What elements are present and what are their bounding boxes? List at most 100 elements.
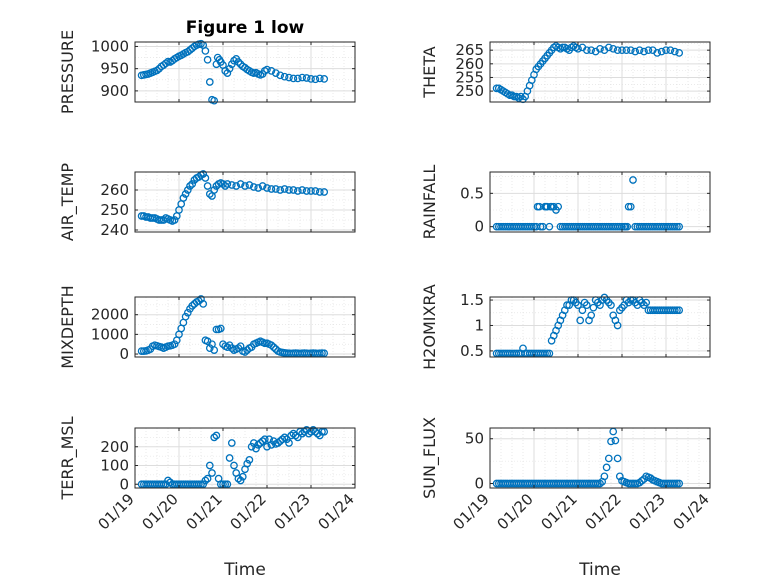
data-point [199,170,208,178]
data-point [276,437,285,445]
y-tick-label: 1000 [91,37,129,55]
y-tick-label: 240 [100,221,129,239]
data-point [574,301,582,309]
data-point [613,454,622,463]
y-tick-label: 0 [474,218,484,236]
x-axis-label: Time [578,560,621,580]
data-point [201,174,210,182]
data-point [263,184,271,192]
data-point [208,469,216,477]
data-point [618,46,626,55]
data-point [221,480,230,489]
data-point [201,47,210,55]
subplot-pressure: 900 950 1000 PRESSURE Figure 1 low [58,18,356,114]
data-point [607,301,615,309]
data-point [227,439,236,447]
data-point [219,180,227,188]
axes-box [489,171,711,233]
data-point [670,47,679,56]
data-point [302,187,311,195]
data-point [609,44,618,53]
data-point [223,480,232,489]
y-axis-label: TERR_MSL [58,416,78,500]
data-point [243,459,252,468]
y-axis-label: RAINFALL [420,165,439,240]
data-point [225,454,234,462]
data-point [166,478,175,487]
data-point [280,185,289,193]
data-point [558,43,567,52]
y-tick-label: 200 [100,438,129,456]
data-point [563,301,571,309]
data-point [267,441,276,449]
data-point [302,74,311,82]
data-point [289,74,298,83]
data-point [615,472,624,481]
data-point [280,433,289,442]
data-point [267,341,276,350]
data-point [199,480,208,489]
data-point [675,49,684,57]
axes-box [134,296,356,358]
data-point [613,321,622,330]
data-point [576,316,585,325]
data-point [318,427,326,436]
data-point [254,441,263,449]
data-point [623,222,632,231]
data-point [578,306,587,315]
data-point [675,306,684,315]
y-tick-label: 900 [100,82,129,100]
axes-box [489,427,711,489]
data-point [205,461,214,470]
data-point [311,75,320,84]
subplot-h2omixra: 0.5 1 1.5 H2OMIXRA [420,284,711,370]
data-point [673,479,681,488]
data-point [536,222,545,231]
data-point [234,474,243,483]
data-point [260,339,269,348]
data-point [164,476,172,485]
y-tick-label: 250 [455,82,484,100]
data-point [320,188,329,196]
data-point [210,433,219,442]
data-point [307,75,315,83]
data-point [287,431,296,440]
y-tick-label: 255 [455,68,484,86]
data-point [161,59,170,68]
data-point [604,43,613,52]
data-point [296,427,304,436]
subplot-rainfall: 0 0.5 RAINFALL [420,165,711,240]
data-point [203,55,212,64]
y-tick-label: 0.5 [460,342,484,360]
data-point [212,431,221,440]
y-tick-label: 1000 [91,325,129,343]
data-point [148,214,157,222]
data-point [241,182,249,190]
data-point [153,66,161,75]
data-point [593,479,602,488]
y-tick-label: 1 [474,316,484,334]
y-axis-label: H2OMIXRA [420,284,439,370]
data-point [236,180,245,188]
data-point [653,49,662,57]
data-point [600,472,609,481]
data-point [307,187,315,195]
data-point [197,480,205,489]
chart-title: Figure 1 low [186,18,305,38]
data-point [631,479,640,488]
data-point [626,202,635,211]
x-axis-label: Time [223,560,266,580]
data-point [289,429,298,438]
data-point [282,435,291,444]
data-point [644,46,653,55]
data-point [670,479,679,488]
data-point [210,346,219,354]
y-axis-label: SUN_FLUX [420,417,440,499]
data-point [554,202,563,211]
data-point [258,182,267,190]
data-point [170,216,179,224]
data-point [626,46,635,55]
